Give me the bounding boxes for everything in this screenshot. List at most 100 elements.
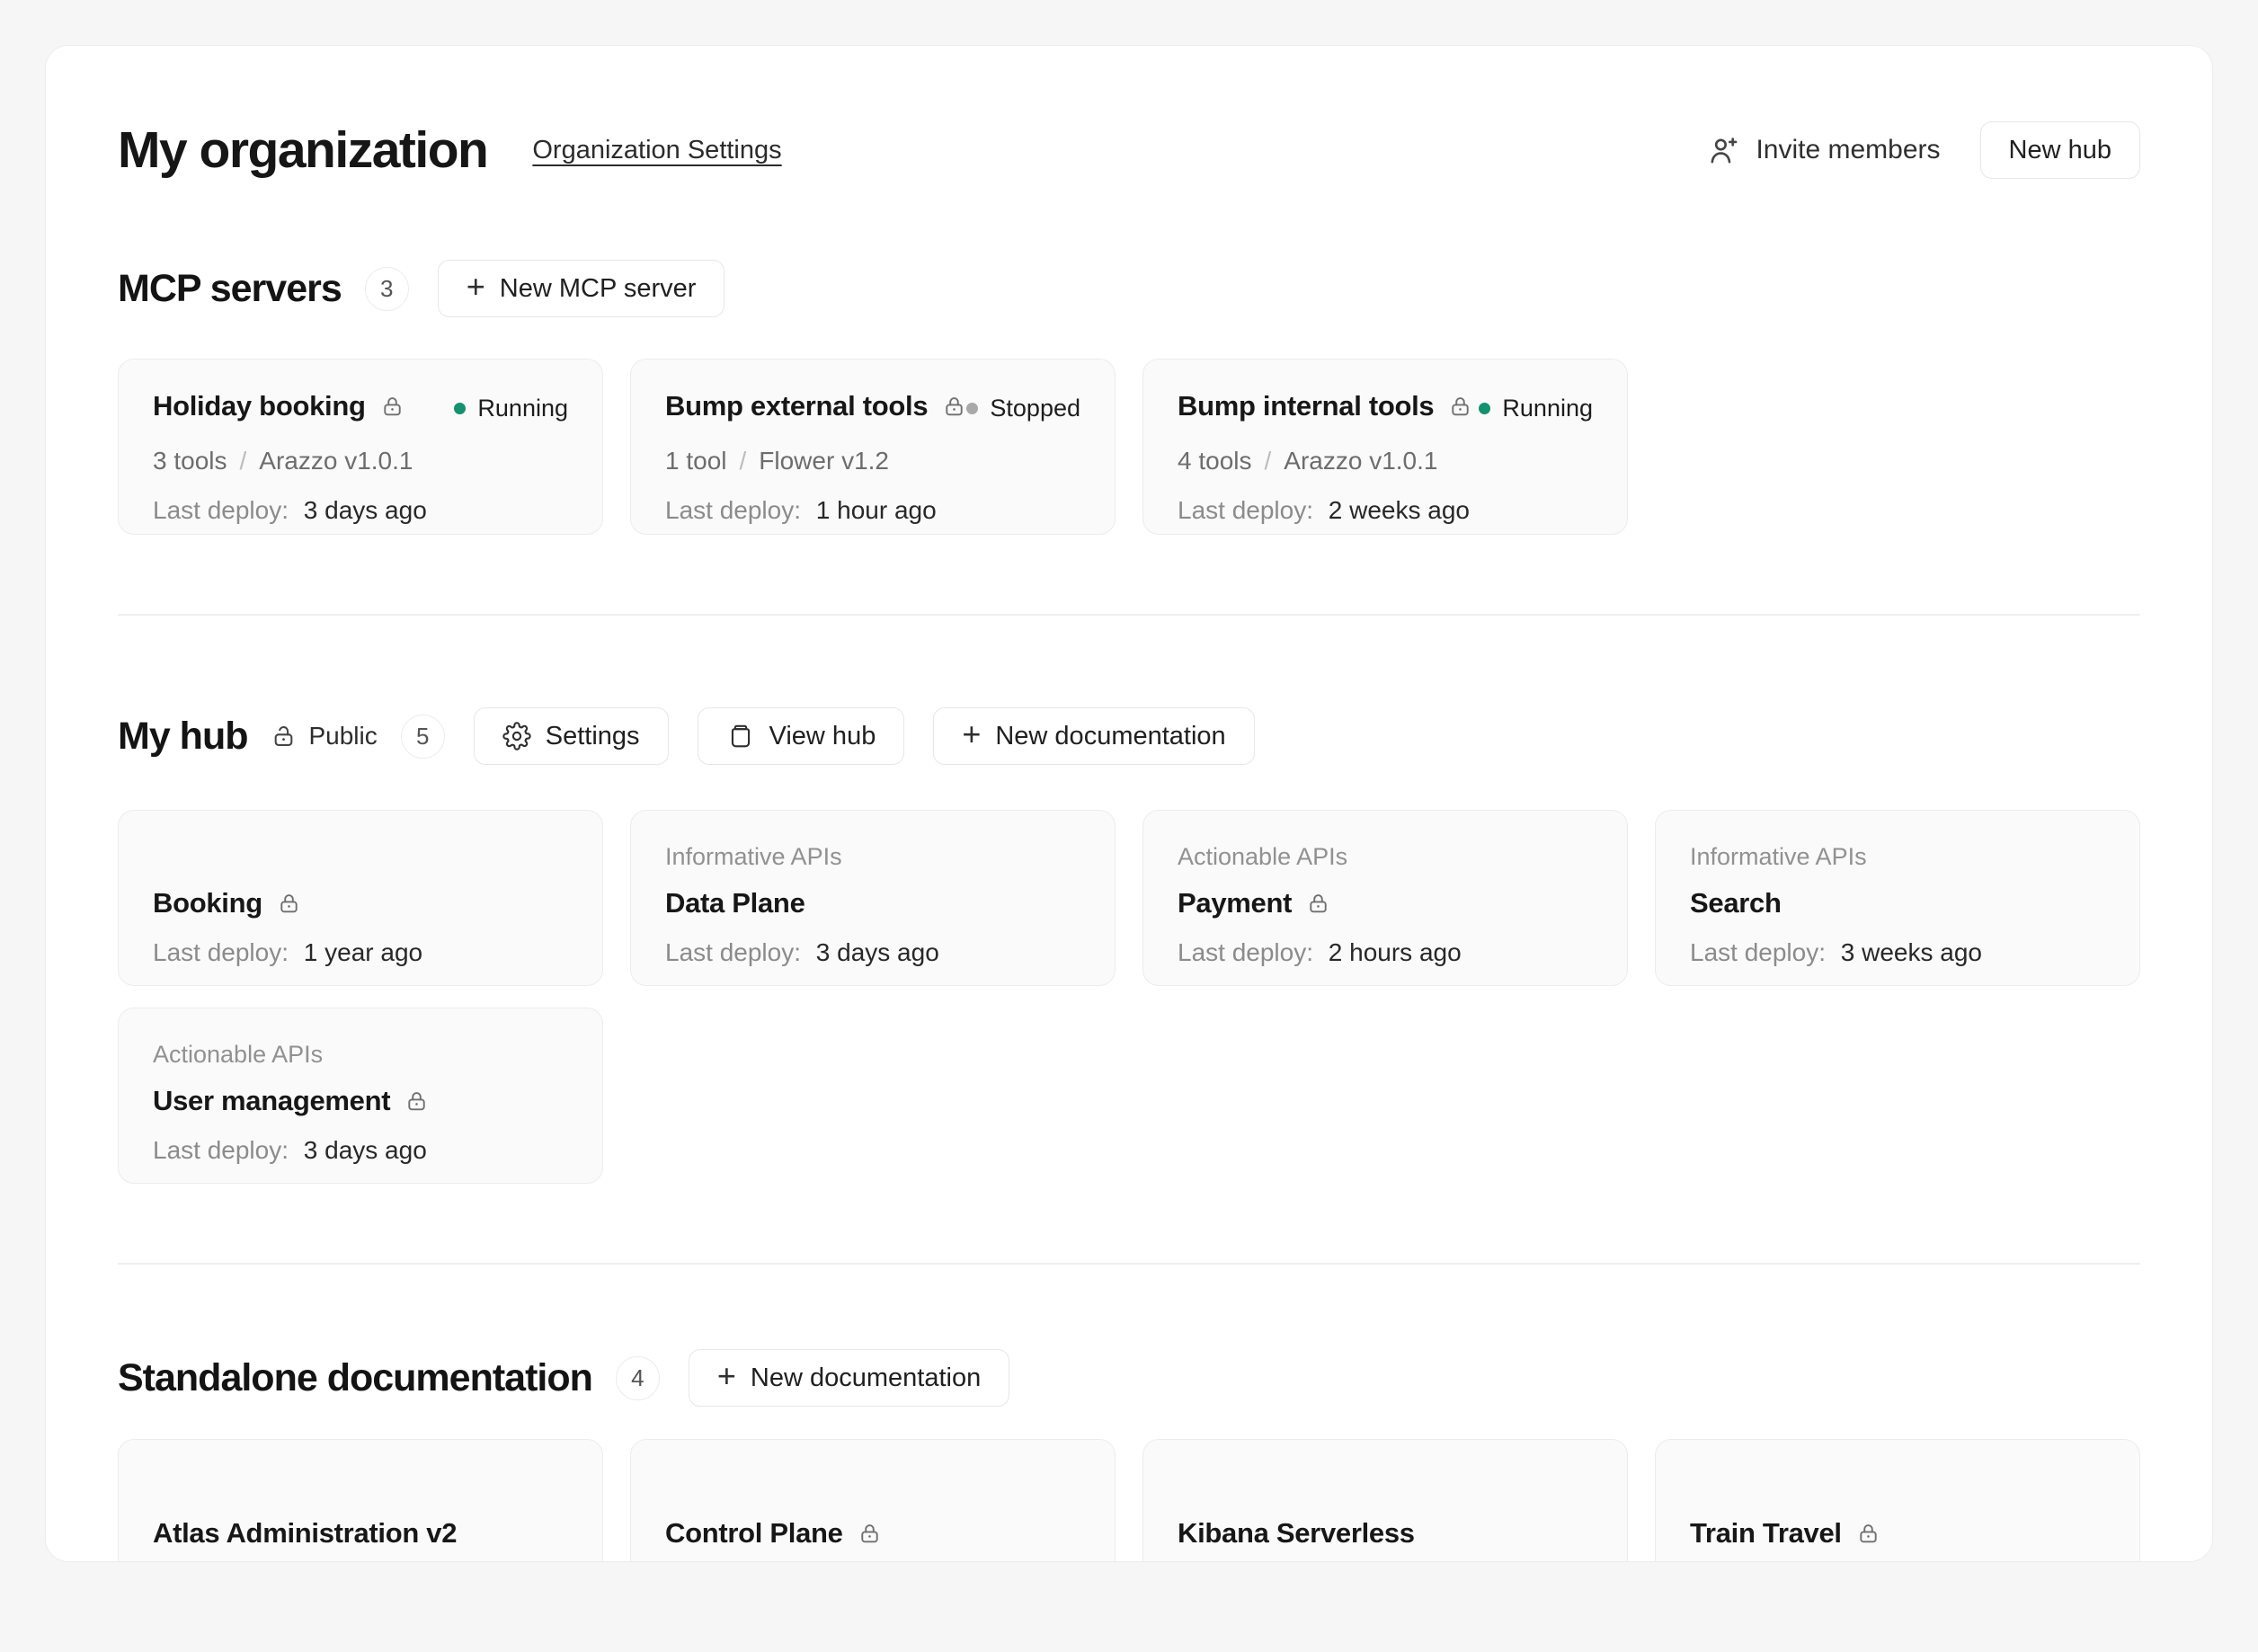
meta-separator: / bbox=[739, 447, 747, 475]
last-deploy-value: 2 hours ago bbox=[1328, 938, 1462, 966]
standalone-doc-card[interactable]: Kibana Serverless bbox=[1142, 1439, 1628, 1561]
page-title: My organization bbox=[118, 121, 489, 179]
last-deploy-value: 1 hour ago bbox=[815, 496, 937, 524]
hub-visibility-label: Public bbox=[308, 722, 378, 750]
mcp-server-card[interactable]: Bump internal tools Running 4 tools / Ar… bbox=[1142, 359, 1628, 535]
spec-version: Flower v1.2 bbox=[759, 447, 889, 475]
last-deploy-label: Last deploy: bbox=[153, 496, 289, 524]
standalone-cards-grid: Atlas Administration v2 Control Plane Ki… bbox=[118, 1439, 2140, 1561]
header-actions: Invite members New hub bbox=[1707, 121, 2140, 179]
plus-icon: + bbox=[962, 715, 982, 752]
hub-doc-card[interactable]: Informative APIs Data Plane Last deploy:… bbox=[630, 810, 1116, 986]
hub-settings-button[interactable]: Settings bbox=[473, 707, 669, 765]
last-deploy: Last deploy: 1 year ago bbox=[153, 938, 568, 967]
meta-separator: / bbox=[239, 447, 247, 475]
server-meta: 4 tools / Arazzo v1.0.1 bbox=[1178, 447, 1593, 475]
hub-new-documentation-button[interactable]: + New documentation bbox=[933, 707, 1255, 765]
lock-icon bbox=[404, 1089, 429, 1114]
last-deploy: Last deploy: 2 hours ago bbox=[1178, 938, 1593, 967]
doc-category: Actionable APIs bbox=[153, 1041, 324, 1068]
mcp-cards-grid: Holiday booking Running 3 tools / Arazzo… bbox=[118, 359, 2140, 535]
hub-doc-card[interactable]: Informative APIs Search Last deploy: 3 w… bbox=[1655, 810, 2140, 986]
meta-separator: / bbox=[1264, 447, 1272, 475]
last-deploy-label: Last deploy: bbox=[665, 496, 801, 524]
server-meta: 3 tools / Arazzo v1.0.1 bbox=[153, 447, 568, 475]
server-meta: 1 tool / Flower v1.2 bbox=[665, 447, 1080, 475]
standalone-doc-card[interactable]: Atlas Administration v2 bbox=[118, 1439, 603, 1561]
lock-icon bbox=[1856, 1522, 1880, 1546]
tools-count: 4 tools bbox=[1178, 447, 1252, 475]
hub-visibility: Public bbox=[271, 722, 378, 751]
status-label: Running bbox=[477, 395, 568, 422]
last-deploy-label: Last deploy: bbox=[665, 938, 801, 966]
standalone-doc-card[interactable]: Train Travel bbox=[1655, 1439, 2140, 1561]
mcp-count-badge: 3 bbox=[364, 266, 409, 311]
page-header: My organization Organization Settings In… bbox=[118, 121, 2140, 179]
lock-icon bbox=[277, 892, 301, 916]
mcp-section-title: MCP servers bbox=[118, 267, 342, 310]
last-deploy-label: Last deploy: bbox=[1178, 496, 1313, 524]
section-divider bbox=[118, 1263, 2140, 1265]
standalone-section-title: Standalone documentation bbox=[118, 1356, 593, 1399]
gear-icon bbox=[502, 722, 531, 751]
new-hub-label: New hub bbox=[2008, 135, 2111, 164]
view-hub-label: View hub bbox=[769, 721, 876, 751]
last-deploy: Last deploy: 2 weeks ago bbox=[1178, 496, 1593, 525]
doc-name: Control Plane bbox=[665, 1517, 843, 1549]
hub-icon bbox=[731, 724, 750, 748]
spec-version: Arazzo v1.0.1 bbox=[259, 447, 413, 475]
status-dot-icon bbox=[966, 403, 979, 414]
mcp-servers-section: MCP servers 3 + New MCP server Holiday b… bbox=[118, 260, 2140, 535]
organization-settings-link[interactable]: Organization Settings bbox=[532, 135, 782, 164]
invite-members-label: Invite members bbox=[1756, 135, 1941, 164]
doc-name: Payment bbox=[1178, 887, 1293, 919]
hub-doc-card[interactable]: Actionable APIs Payment Last deploy: 2 h… bbox=[1142, 810, 1628, 986]
doc-category: Informative APIs bbox=[1690, 843, 1867, 870]
status-label: Running bbox=[1502, 395, 1593, 422]
status-label: Stopped bbox=[990, 395, 1080, 422]
status-badge: Running bbox=[1479, 395, 1593, 422]
standalone-section-header: Standalone documentation 4 + New documen… bbox=[118, 1349, 2140, 1407]
last-deploy: Last deploy: 3 days ago bbox=[153, 1136, 568, 1165]
last-deploy: Last deploy: 3 days ago bbox=[665, 938, 1080, 967]
status-dot-icon bbox=[1479, 403, 1491, 414]
plus-icon: + bbox=[466, 268, 485, 305]
lock-icon bbox=[1448, 395, 1472, 419]
mcp-server-card[interactable]: Bump external tools Stopped 1 tool / Flo… bbox=[630, 359, 1116, 535]
standalone-new-documentation-button[interactable]: + New documentation bbox=[688, 1349, 1010, 1407]
last-deploy-value: 3 days ago bbox=[303, 496, 427, 524]
hub-doc-card[interactable]: Booking Last deploy: 1 year ago bbox=[118, 810, 603, 986]
new-mcp-server-button[interactable]: + New MCP server bbox=[437, 260, 725, 317]
hub-settings-label: Settings bbox=[545, 721, 640, 751]
new-mcp-server-label: New MCP server bbox=[499, 273, 697, 303]
organization-dashboard: My organization Organization Settings In… bbox=[45, 45, 2213, 1562]
last-deploy: Last deploy: 1 hour ago bbox=[665, 496, 1080, 525]
view-hub-button[interactable]: View hub bbox=[697, 707, 905, 765]
doc-name: User management bbox=[153, 1085, 391, 1116]
hub-new-documentation-label: New documentation bbox=[995, 721, 1226, 751]
mcp-section-header: MCP servers 3 + New MCP server bbox=[118, 260, 2140, 317]
new-hub-button[interactable]: New hub bbox=[1979, 121, 2140, 179]
lock-icon bbox=[858, 1522, 882, 1546]
last-deploy-label: Last deploy: bbox=[153, 1136, 289, 1164]
doc-name: Train Travel bbox=[1690, 1517, 1842, 1549]
doc-category bbox=[153, 841, 568, 872]
status-badge: Running bbox=[454, 395, 568, 422]
last-deploy-value: 3 days ago bbox=[815, 938, 939, 966]
my-hub-section: My hub Public 5 Settings bbox=[118, 707, 2140, 1184]
last-deploy: Last deploy: 3 days ago bbox=[153, 496, 568, 525]
mcp-server-card[interactable]: Holiday booking Running 3 tools / Arazzo… bbox=[118, 359, 603, 535]
doc-name: Search bbox=[1690, 887, 1782, 919]
standalone-documentation-section: Standalone documentation 4 + New documen… bbox=[118, 1349, 2140, 1561]
doc-name: Kibana Serverless bbox=[1178, 1517, 1415, 1549]
mcp-server-name: Holiday booking bbox=[153, 390, 366, 422]
person-plus-icon bbox=[1711, 137, 1738, 163]
standalone-doc-card[interactable]: Control Plane bbox=[630, 1439, 1116, 1561]
hub-doc-card[interactable]: Actionable APIs User management Last dep… bbox=[118, 1008, 603, 1184]
lock-icon bbox=[1306, 892, 1330, 916]
invite-members-button[interactable]: Invite members bbox=[1707, 134, 1941, 167]
last-deploy-value: 2 weeks ago bbox=[1328, 496, 1470, 524]
mcp-server-name: Bump external tools bbox=[665, 390, 929, 422]
last-deploy-label: Last deploy: bbox=[1690, 938, 1826, 966]
lock-icon bbox=[942, 395, 966, 419]
